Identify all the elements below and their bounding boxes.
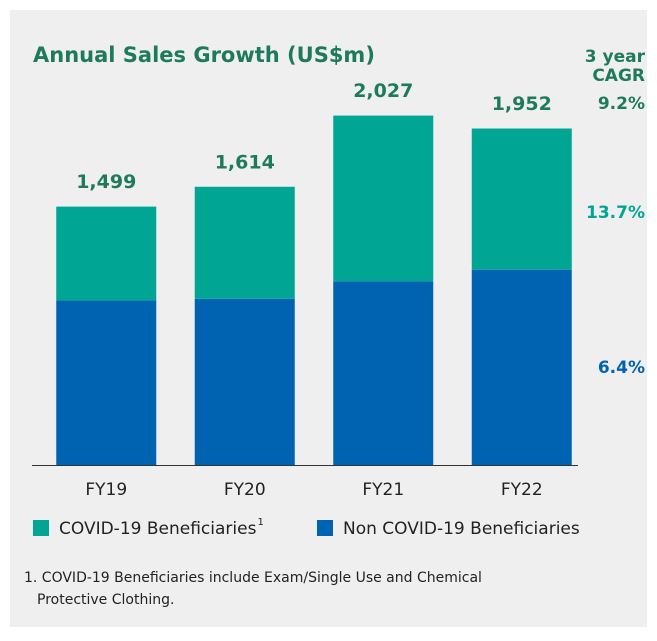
bar-segment <box>56 206 157 301</box>
chart-title: Annual Sales Growth (US$m) <box>33 43 375 67</box>
x-tick-label: FY20 <box>224 480 266 500</box>
total-label: 1,499 <box>76 171 136 193</box>
bar-segment <box>194 298 295 465</box>
bar-segment <box>333 281 434 465</box>
legend-swatch <box>33 520 49 536</box>
legend-swatch <box>317 520 333 536</box>
total-label: 1,614 <box>215 151 275 173</box>
bar-segment <box>471 128 572 270</box>
x-tick-label: FY21 <box>362 480 404 500</box>
footnote: 1. COVID-19 Beneficiaries include Exam/S… <box>24 570 482 586</box>
bar-segment <box>333 115 434 282</box>
cagr-header: CAGR <box>592 66 645 86</box>
cagr-total: 9.2% <box>598 94 645 114</box>
legend-label: COVID-19 Beneficiaries <box>59 519 257 539</box>
bar-segment <box>194 186 295 299</box>
total-label: 2,027 <box>353 80 413 102</box>
legend-superscript: 1 <box>257 517 263 528</box>
x-tick-label: FY19 <box>85 480 127 500</box>
cagr-non-covid: 6.4% <box>598 358 645 378</box>
footnote: Protective Clothing. <box>37 592 174 608</box>
bar-segment <box>471 269 572 465</box>
cagr-covid: 13.7% <box>586 203 645 223</box>
legend-label: Non COVID-19 Beneficiaries <box>343 519 580 539</box>
total-label: 1,952 <box>492 93 552 115</box>
bar-segment <box>56 300 157 465</box>
x-tick-label: FY22 <box>501 480 543 500</box>
cagr-header: 3 year <box>585 47 646 67</box>
